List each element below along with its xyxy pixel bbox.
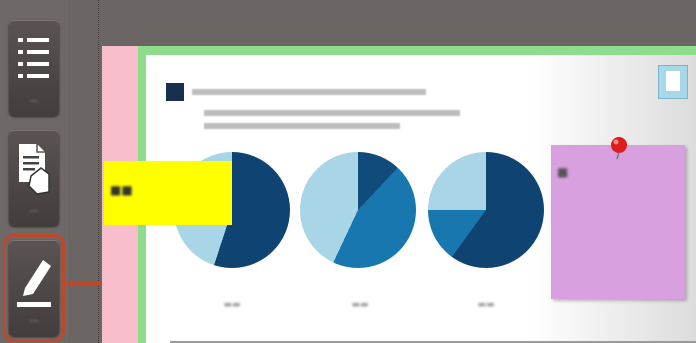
pie-chart-3 [428,152,544,268]
highlighter-tool-label: ··· [29,317,39,327]
yellow-sticky-note[interactable]: ■■ [104,161,232,225]
pie-caption: ▬▬ [223,300,241,310]
purple-sticky-text: ■ [557,165,569,179]
purple-sticky-note[interactable]: ■ [551,145,685,299]
highlighter-tool-button[interactable]: ··· [3,234,65,342]
pushpin-icon [611,137,627,160]
document-tool-label: ··· [29,207,39,217]
doc-title-line [192,89,426,95]
document-hand-icon [19,144,50,195]
pie-caption: ▬▬ [477,300,495,310]
document-tool-button[interactable]: ··· [9,130,59,226]
pie-caption: ▬▬ [351,300,369,310]
doc-title-marker [166,83,184,101]
doc-text-line [204,110,460,116]
doc-rule [170,341,696,343]
pie-chart-2 [300,152,416,268]
rail-divider [98,0,99,343]
list-tool-button[interactable]: ··· [9,20,59,116]
document-icon[interactable] [658,65,688,99]
list-tool-label: ··· [29,97,39,107]
list-icon [18,38,49,78]
yellow-sticky-text: ■■ [110,183,133,197]
highlighter-icon [17,260,51,307]
doc-text-line [204,123,400,129]
